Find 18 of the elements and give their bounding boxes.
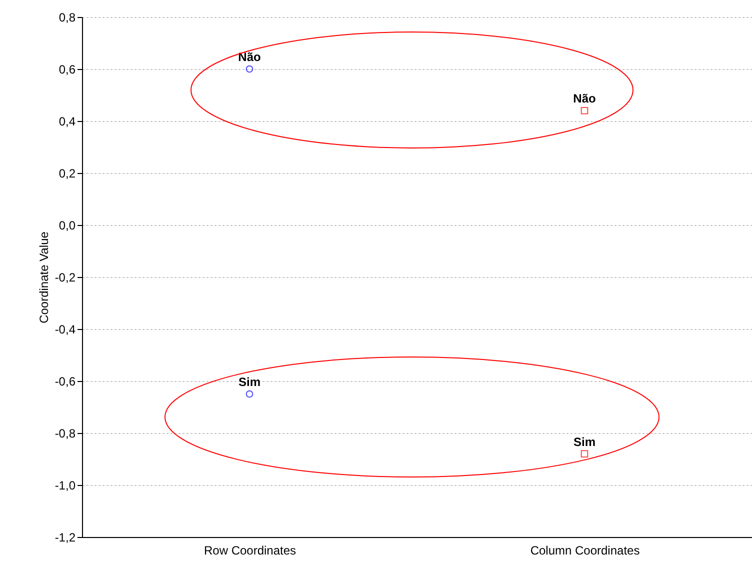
y-tick-label: -0,2	[54, 270, 76, 284]
y-tick-label: -0,8	[54, 426, 76, 440]
y-tick-label: 0,8	[58, 10, 76, 24]
y-tick-label: -1,0	[54, 478, 76, 492]
y-tick-label: 0,2	[58, 166, 76, 180]
y-tick-label: -0,4	[54, 322, 76, 336]
y-tick-label: 0,6	[58, 62, 76, 76]
x-tick-label: Column Coordinates	[530, 544, 640, 558]
x-tick-label: Row Coordinates	[204, 544, 296, 558]
data-label: Não	[238, 50, 261, 64]
data-label: Sim	[238, 375, 261, 389]
y-axis-title: Coordinate Value	[36, 231, 51, 324]
y-tick-label: 0,4	[58, 114, 76, 128]
data-label: Não	[573, 92, 596, 106]
data-label: Sim	[573, 434, 596, 449]
y-tick-label: -1,2	[54, 530, 76, 544]
y-tick-label: 0,0	[58, 218, 76, 232]
y-tick-label: -0,6	[54, 374, 76, 388]
